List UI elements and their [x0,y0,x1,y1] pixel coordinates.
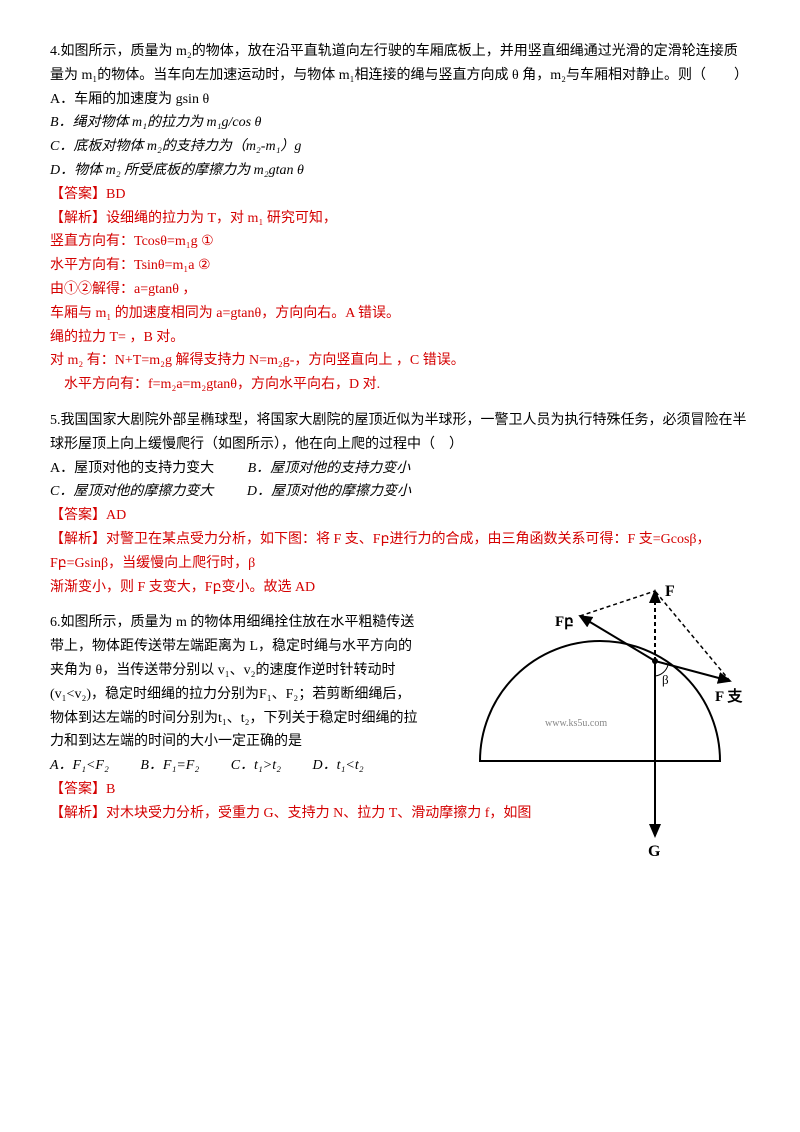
answer-label: 【答案】 [50,782,106,797]
q4-explain-1: 【解析】设细绳的拉力为 T，对 m₁ 研究可知， [50,207,750,231]
dome-shape [480,641,720,761]
q4-explain-3: 水平方向有：Tsinθ=m₁a ② [50,254,750,278]
force-ff-label: Fբ [555,614,574,630]
q5-stem: 5.我国国家大剧院外部呈椭球型，将国家大剧院的屋顶近似为半球形，一警卫人员为执行… [50,409,750,457]
q6-options: A．F₁<F₂ B．F₁=F₂ C．t₁>t₂ D．t₁<t₂ [50,754,420,778]
q5-option-d: D．屋顶对他的摩擦力变小 [247,480,411,504]
q4-explain-8: 水平方向有：f=m₂a=m₂gtanθ，方向水平向右，D 对. [50,373,750,397]
q5-option-a: A．屋顶对他的支持力变大 [50,457,214,481]
q6-stem: 6.如图所示，质量为 m 的物体用细绳拴住放在水平粗糙传送带上，物体距传送带左端… [50,611,420,754]
answer-value: B [106,782,115,797]
angle-label: β [662,672,669,687]
force-ff-vector [580,616,655,661]
q6-option-c: C．t₁>t₂ [231,754,281,778]
watermark: www.ks5u.com [545,718,607,729]
answer-value: AD [106,508,126,523]
q5-explain-1: 【解析】对警卫在某点受力分析，如下图：将 F 支、Fբ进行力的合成，由三角函数关… [50,528,750,576]
answer-label: 【答案】 [50,187,106,202]
q5-options: A．屋顶对他的支持力变大 B．屋顶对他的支持力变小 C．屋顶对他的摩擦力变大 D… [50,457,750,505]
q4-explain-5: 车厢与 m₁ 的加速度相同为 a=gtanθ，方向向右。A 错误。 [50,302,750,326]
q4-explain-4: 由①②解得：a=gtanθ ， [50,278,750,302]
q6-option-b: B．F₁=F₂ [140,754,199,778]
question-5: 5.我国国家大剧院外部呈椭球型，将国家大剧院的屋顶近似为半球形，一警卫人员为执行… [50,409,750,599]
q4-stem: 4.如图所示，质量为 m₂的物体，放在沿平直轨道向左行驶的车厢底板上，并用竖直细… [50,40,750,88]
dash-line-2 [655,591,730,681]
q4-explain-2: 竖直方向有：Tcosθ=m₁g ① [50,230,750,254]
q4-option-d: D．物体 m₂ 所受底板的摩擦力为 m₂gtan θ [50,159,750,183]
q4-explain-6: 绳的拉力 T= ，B 对。 [50,326,750,350]
q6-text-block: 6.如图所示，质量为 m 的物体用细绳拴住放在水平粗糙传送带上，物体距传送带左端… [50,611,420,778]
q5-option-b: B．屋顶对他的支持力变小 [248,457,411,481]
q4-option-a: A．车厢的加速度为 gsin θ [50,88,750,112]
q6-option-d: D．t₁<t₂ [313,754,364,778]
answer-value: BD [106,187,125,202]
force-diagram: F Fբ F 支 G β www.ks5u.com [460,581,760,861]
answer-label: 【答案】 [50,508,106,523]
force-f-label: F [665,583,675,600]
q5-answer: 【答案】AD [50,504,750,528]
question-4: 4.如图所示，质量为 m₂的物体，放在沿平直轨道向左行驶的车厢底板上，并用竖直细… [50,40,750,397]
dash-line-1 [580,591,655,616]
force-g-label: G [648,843,661,860]
force-fz-label: F 支 [715,687,743,705]
q4-option-b: B．绳对物体 m₁的拉力为 m₁g/cos θ [50,111,750,135]
q6-option-a: A．F₁<F₂ [50,754,109,778]
q4-answer: 【答案】BD [50,183,750,207]
q5-option-c: C．屋顶对他的摩擦力变大 [50,480,213,504]
q4-option-c: C．底板对物体 m₂的支持力为（m₂-m₁）g [50,135,750,159]
q4-explain-7: 对 m₂ 有：N+T=m₂g 解得支持力 N=m₂g-，方向竖直向上 ，C 错误… [50,349,750,373]
question-6: 6.如图所示，质量为 m 的物体用细绳拴住放在水平粗糙传送带上，物体距传送带左端… [50,611,750,825]
